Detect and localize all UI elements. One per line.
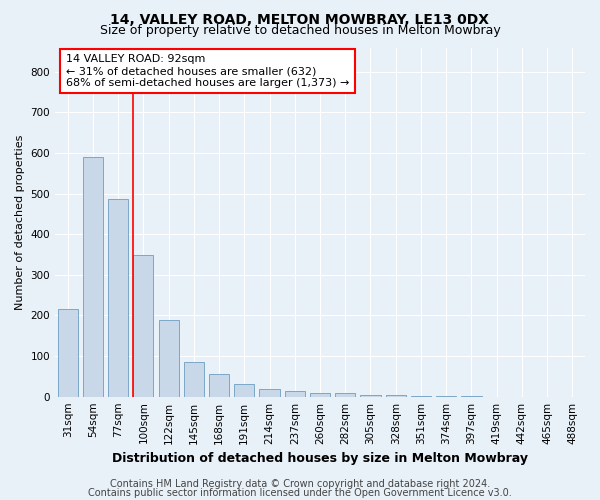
Text: Contains public sector information licensed under the Open Government Licence v3: Contains public sector information licen… — [88, 488, 512, 498]
Bar — [108, 199, 128, 396]
Y-axis label: Number of detached properties: Number of detached properties — [15, 134, 25, 310]
Bar — [83, 157, 103, 396]
Text: Contains HM Land Registry data © Crown copyright and database right 2024.: Contains HM Land Registry data © Crown c… — [110, 479, 490, 489]
X-axis label: Distribution of detached houses by size in Melton Mowbray: Distribution of detached houses by size … — [112, 452, 528, 465]
Text: 14 VALLEY ROAD: 92sqm
← 31% of detached houses are smaller (632)
68% of semi-det: 14 VALLEY ROAD: 92sqm ← 31% of detached … — [65, 54, 349, 88]
Bar — [133, 254, 154, 396]
Text: 14, VALLEY ROAD, MELTON MOWBRAY, LE13 0DX: 14, VALLEY ROAD, MELTON MOWBRAY, LE13 0D… — [110, 12, 490, 26]
Bar — [310, 392, 330, 396]
Bar — [209, 374, 229, 396]
Bar — [284, 390, 305, 396]
Text: Size of property relative to detached houses in Melton Mowbray: Size of property relative to detached ho… — [100, 24, 500, 37]
Bar — [58, 308, 78, 396]
Bar — [259, 388, 280, 396]
Bar — [234, 384, 254, 396]
Bar — [158, 320, 179, 396]
Bar — [361, 394, 380, 396]
Bar — [184, 362, 204, 396]
Bar — [335, 394, 355, 396]
